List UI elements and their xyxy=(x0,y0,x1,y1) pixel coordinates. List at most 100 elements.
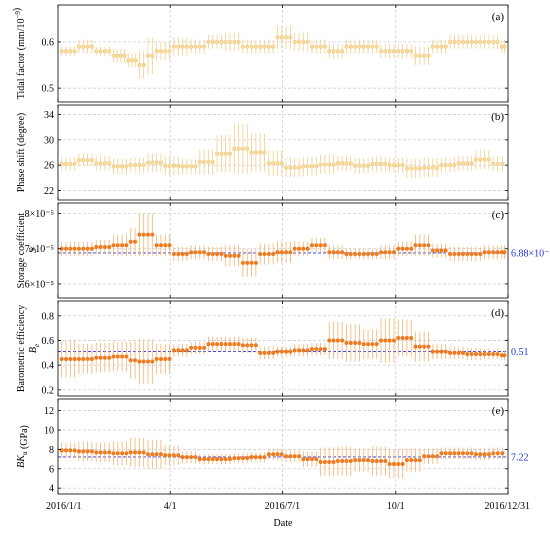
data-point xyxy=(318,162,323,167)
data-point xyxy=(491,39,496,44)
data-point xyxy=(413,344,418,349)
data-point xyxy=(348,161,353,166)
data-point xyxy=(452,451,457,456)
y-tick-label: 4 xyxy=(49,484,54,495)
data-point xyxy=(344,459,349,464)
x-tick-label: 10/1 xyxy=(387,501,405,512)
data-point xyxy=(275,35,280,40)
data-point xyxy=(335,338,340,343)
data-point xyxy=(202,160,207,165)
data-point xyxy=(284,165,289,170)
data-point xyxy=(262,455,267,460)
data-point xyxy=(396,461,401,466)
data-point xyxy=(171,453,176,458)
data-point xyxy=(379,338,384,343)
data-point xyxy=(309,164,314,169)
data-point xyxy=(102,355,107,360)
data-point xyxy=(327,162,332,167)
y-axis-label: Storage coefficient xyxy=(16,212,27,288)
data-point xyxy=(409,458,414,463)
data-point xyxy=(435,248,440,253)
data-point xyxy=(374,161,379,166)
data-point xyxy=(288,165,293,170)
data-point xyxy=(133,239,138,244)
data-point xyxy=(353,340,358,345)
data-point xyxy=(322,44,327,49)
data-point xyxy=(262,252,267,257)
data-point xyxy=(193,44,198,49)
panel-frame xyxy=(57,104,509,201)
data-point xyxy=(236,146,241,151)
data-point xyxy=(413,458,418,463)
y-tick-label: 7×10⁻⁵ xyxy=(25,244,54,255)
data-point xyxy=(180,164,185,169)
data-point xyxy=(486,157,491,162)
data-point xyxy=(465,39,470,44)
data-point xyxy=(206,160,211,165)
data-point xyxy=(331,460,336,465)
data-point xyxy=(137,450,142,455)
y-tick-label: 26 xyxy=(44,161,54,172)
data-point xyxy=(167,49,172,54)
data-point xyxy=(189,44,194,49)
series-e xyxy=(59,437,505,479)
data-point xyxy=(266,252,271,257)
data-point xyxy=(366,163,371,168)
data-point xyxy=(469,161,474,166)
data-point xyxy=(120,451,125,456)
data-point xyxy=(266,452,271,457)
data-point xyxy=(486,250,491,255)
data-point xyxy=(111,451,116,456)
data-point xyxy=(314,164,319,169)
data-point xyxy=(122,53,127,58)
data-point xyxy=(210,457,215,462)
data-point xyxy=(305,39,310,44)
data-point xyxy=(120,164,125,169)
data-point xyxy=(240,44,245,49)
data-point xyxy=(435,165,440,170)
data-point xyxy=(258,150,263,155)
data-point xyxy=(253,343,258,348)
data-point xyxy=(340,49,345,54)
data-point xyxy=(102,49,107,54)
data-point xyxy=(396,49,401,54)
data-point xyxy=(361,44,366,49)
data-point xyxy=(266,350,271,355)
data-point xyxy=(146,53,151,58)
data-point xyxy=(68,356,73,361)
data-point xyxy=(76,44,81,49)
data-point xyxy=(118,53,123,58)
data-point xyxy=(240,456,245,461)
data-point xyxy=(486,452,491,457)
data-point xyxy=(107,450,112,455)
data-point xyxy=(400,246,405,251)
data-point xyxy=(374,342,379,347)
data-point xyxy=(318,44,323,49)
data-point xyxy=(370,44,375,49)
data-point xyxy=(94,49,99,54)
data-point xyxy=(348,252,353,257)
data-point xyxy=(297,39,302,44)
data-point xyxy=(383,49,388,54)
data-point xyxy=(102,244,107,249)
y-tick-label: 8×10⁻⁵ xyxy=(25,209,54,220)
data-point xyxy=(422,344,427,349)
data-point xyxy=(465,161,470,166)
panel-label: (b) xyxy=(491,111,504,123)
data-point xyxy=(344,161,349,166)
data-point xyxy=(262,44,267,49)
data-point xyxy=(417,53,422,58)
data-point xyxy=(219,342,224,347)
panel-c: 6.88×10⁻⁵ 6×10⁻⁵ 7×10⁻⁵ 8×10⁻⁵ (c) Storage co… xyxy=(16,202,550,299)
data-point xyxy=(456,252,461,257)
data-point xyxy=(232,342,237,347)
y-tick-label: 6 xyxy=(49,464,54,475)
data-point xyxy=(486,39,491,44)
data-point xyxy=(176,163,181,168)
data-point xyxy=(72,448,77,453)
data-point xyxy=(219,457,224,462)
data-point xyxy=(391,338,396,343)
data-point xyxy=(171,44,176,49)
data-point xyxy=(318,347,323,352)
data-point xyxy=(193,455,198,460)
